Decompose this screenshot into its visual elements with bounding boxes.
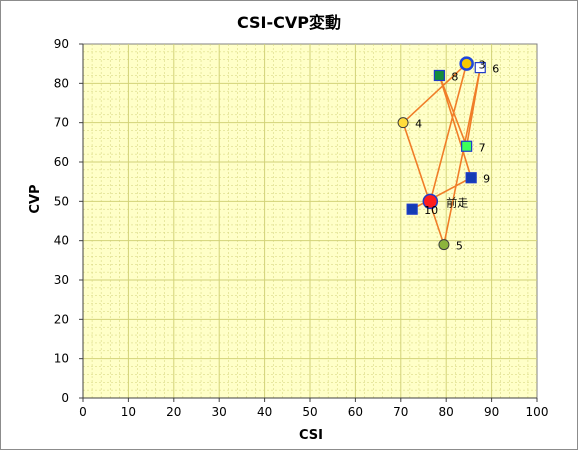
point-前走: [422, 193, 439, 210]
x-tick-label: 80: [439, 405, 454, 419]
point-8: [433, 69, 445, 82]
point-label-4: 4: [415, 118, 422, 131]
point-6: [474, 61, 486, 74]
x-tick-label: 40: [257, 405, 272, 419]
x-tick-label: 100: [526, 405, 549, 419]
x-tick-label: 60: [348, 405, 363, 419]
y-axis-label: CVP: [28, 184, 43, 213]
y-tick-label: 20: [54, 312, 69, 326]
point-10: [406, 203, 418, 215]
data-points: [397, 56, 486, 251]
y-tick-label: 40: [54, 234, 69, 248]
point-9: [465, 172, 477, 184]
x-tick-label: 10: [121, 405, 136, 419]
point-label-前走: 前走: [446, 195, 468, 209]
point-7: [461, 140, 473, 152]
x-tick-label: 0: [79, 405, 87, 419]
point-label-5: 5: [456, 240, 463, 253]
x-axis-label: CSI: [299, 428, 323, 443]
y-tick-label: 60: [54, 155, 69, 169]
x-tick-label: 20: [166, 405, 181, 419]
y-tick-label: 30: [54, 273, 69, 287]
point-5: [438, 239, 450, 251]
x-tick-label: 90: [484, 405, 499, 419]
grid: [82, 44, 537, 399]
point-label-10: 10: [424, 204, 438, 217]
x-tick-label: 30: [212, 405, 227, 419]
y-tick-label: 50: [54, 194, 69, 208]
y-tick-label: 90: [54, 37, 69, 51]
point-labels: 前走 3 4 5 6 7 8 9 10: [415, 59, 499, 253]
y-tick-label: 70: [54, 116, 69, 130]
point-label-3: 3: [479, 59, 486, 72]
point-label-7: 7: [479, 141, 486, 154]
y-tick-label: 80: [54, 76, 69, 90]
point-4: [397, 117, 409, 129]
chart-title: CSI-CVP変動: [237, 13, 341, 32]
point-label-9: 9: [483, 173, 490, 186]
point-label-8: 8: [451, 70, 458, 83]
point-label-6: 6: [492, 63, 499, 76]
point-3: [459, 56, 474, 71]
y-axis-ticks: 0 10 20 30 40 50 60 70 80 90: [54, 37, 83, 405]
y-tick-label: 0: [61, 391, 69, 405]
x-tick-label: 50: [302, 405, 317, 419]
x-tick-label: 70: [393, 405, 408, 419]
x-axis-ticks: 0 10 20 30 40 50 60 70 80 90 100: [79, 398, 548, 419]
y-tick-label: 10: [54, 352, 69, 366]
